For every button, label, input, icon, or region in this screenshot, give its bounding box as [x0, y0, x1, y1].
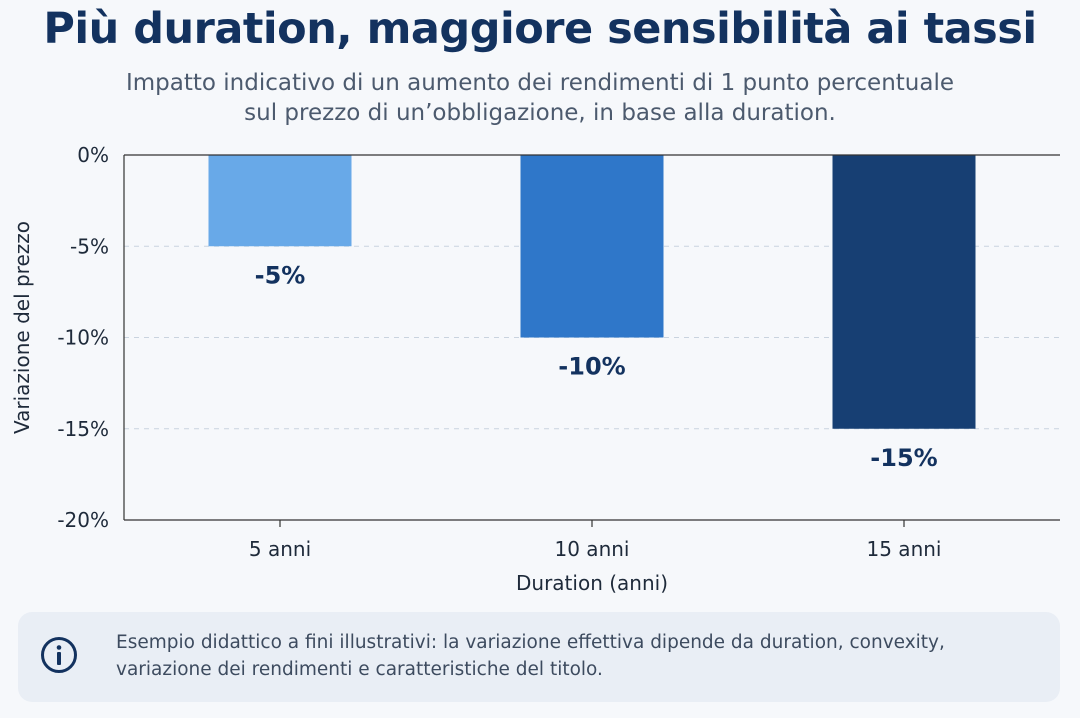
y-tick-label: -20% — [57, 508, 109, 532]
bars — [208, 155, 976, 429]
data-label: -5% — [255, 261, 306, 289]
bar-chart: 0% -5% -10% -15% -20% -5% 5 anni -10% 10 anni -15… — [10, 143, 1060, 595]
x-tick-label: 5 anni — [249, 537, 311, 561]
y-tick-label: -10% — [57, 326, 109, 350]
y-tick-label: -15% — [57, 417, 109, 441]
x-axis-title: Duration (anni) — [516, 571, 668, 595]
y-tick-label: 0% — [77, 143, 109, 167]
bar — [832, 155, 976, 429]
y-axis-title: Variazione del prezzo — [10, 221, 34, 434]
labels: 0% -5% -10% -15% -20% -5% 5 anni -10% 10 anni -15… — [10, 143, 941, 595]
chart-title: Più duration, maggiore sensibilità ai ta… — [43, 4, 1037, 54]
bar — [208, 155, 352, 247]
subtitle-line-2: sul prezzo di un’obbligazione, in base a… — [244, 100, 836, 126]
x-tick-label: 15 anni — [867, 537, 942, 561]
data-label: -15% — [870, 444, 937, 472]
axes — [123, 154, 1060, 527]
subtitle-line-1: Impatto indicativo di un aumento dei ren… — [125, 70, 955, 96]
note-line-2: variazione dei rendimenti e caratteristi… — [116, 659, 603, 680]
y-tick-label: -5% — [70, 234, 109, 258]
x-tick-label: 10 anni — [555, 537, 630, 561]
chart-subtitle: Impatto indicativo di un aumento dei ren… — [100, 68, 980, 128]
note-line-1: Esempio didattico a fini illustrativi: l… — [116, 632, 945, 653]
disclaimer-note: Esempio didattico a fini illustrativi: l… — [18, 612, 1060, 702]
note-text: Esempio didattico a fini illustrativi: l… — [116, 629, 1036, 683]
info-icon — [41, 637, 77, 673]
bar — [520, 155, 664, 338]
data-label: -10% — [558, 353, 625, 381]
